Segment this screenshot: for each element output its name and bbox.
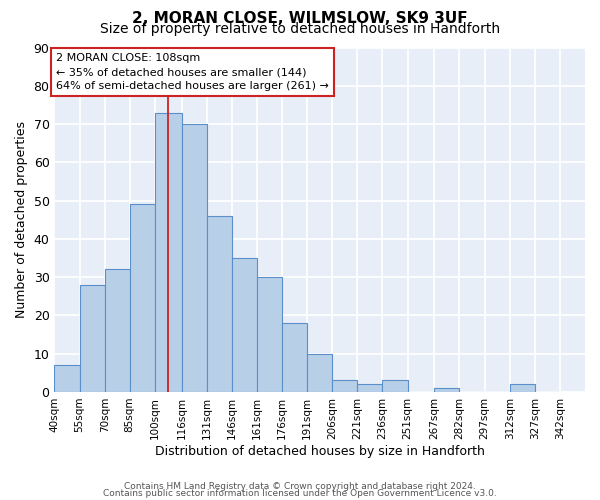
X-axis label: Distribution of detached houses by size in Handforth: Distribution of detached houses by size … xyxy=(155,444,485,458)
Text: Size of property relative to detached houses in Handforth: Size of property relative to detached ho… xyxy=(100,22,500,36)
Bar xyxy=(307,354,332,392)
Bar xyxy=(104,270,130,392)
Text: Contains public sector information licensed under the Open Government Licence v3: Contains public sector information licen… xyxy=(103,488,497,498)
Bar xyxy=(358,384,382,392)
Bar xyxy=(332,380,358,392)
Bar xyxy=(182,124,207,392)
Bar xyxy=(130,204,155,392)
Bar xyxy=(80,285,104,392)
Bar xyxy=(434,388,460,392)
Bar xyxy=(257,277,282,392)
Bar xyxy=(509,384,535,392)
Text: 2, MORAN CLOSE, WILMSLOW, SK9 3UF: 2, MORAN CLOSE, WILMSLOW, SK9 3UF xyxy=(132,11,468,26)
Text: 2 MORAN CLOSE: 108sqm
← 35% of detached houses are smaller (144)
64% of semi-det: 2 MORAN CLOSE: 108sqm ← 35% of detached … xyxy=(56,53,329,91)
Bar xyxy=(282,323,307,392)
Bar xyxy=(207,216,232,392)
Bar xyxy=(232,258,257,392)
Text: Contains HM Land Registry data © Crown copyright and database right 2024.: Contains HM Land Registry data © Crown c… xyxy=(124,482,476,491)
Bar xyxy=(55,365,80,392)
Bar xyxy=(382,380,407,392)
Bar xyxy=(155,112,182,392)
Y-axis label: Number of detached properties: Number of detached properties xyxy=(15,121,28,318)
